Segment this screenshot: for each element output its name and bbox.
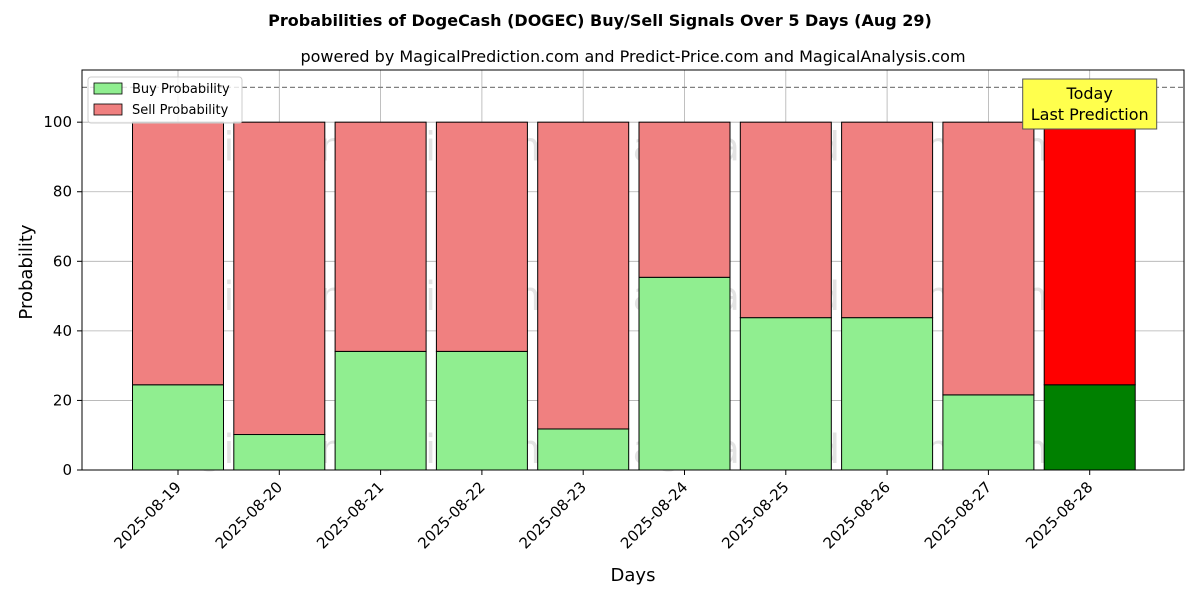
bar-sell (334, 121, 427, 352)
y-tick-label: 20 (53, 391, 72, 409)
bar-sell (233, 121, 326, 436)
x-tick-label: 2025-08-25 (718, 478, 792, 552)
x-tick-label: 2025-08-21 (313, 478, 387, 552)
legend-label-buy: Buy Probability (132, 82, 230, 97)
legend-swatch-buy (93, 82, 123, 95)
bar-sell (841, 121, 934, 319)
chart-subtitle: powered by MagicalPrediction.com and Pre… (300, 47, 965, 66)
legend: Buy Probability Sell Probability (87, 76, 243, 124)
x-tick-label: 2025-08-20 (212, 478, 286, 552)
bar-sell (638, 121, 731, 278)
y-tick-label: 0 (62, 461, 72, 479)
x-tick-label: 2025-08-24 (617, 478, 691, 552)
bar-sell (739, 121, 832, 319)
legend-swatch-sell (93, 103, 123, 116)
x-tick-label: 2025-08-28 (1022, 478, 1096, 552)
plot-frame (81, 69, 1185, 471)
bar-buy (942, 394, 1035, 471)
annotation-line-today: Today (1066, 84, 1113, 103)
bar-sell (1043, 121, 1136, 386)
bar-sell (942, 121, 1035, 396)
bar-buy (132, 384, 224, 471)
x-tick-label: 2025-08-22 (414, 478, 488, 552)
bar-buy (233, 434, 326, 471)
bar-sell (132, 121, 224, 386)
y-tick-label: 80 (53, 183, 72, 201)
bar-sell (435, 121, 528, 352)
bar-buy (841, 317, 934, 471)
x-axis-label: Days (611, 565, 656, 586)
today-annotation: Today Last Prediction (1022, 78, 1158, 130)
legend-frame (87, 76, 243, 124)
bars (132, 121, 1136, 471)
bar-buy (739, 317, 832, 471)
bar-buy (537, 428, 630, 471)
y-tick-label: 100 (43, 113, 72, 131)
legend-label-sell: Sell Probability (132, 103, 229, 118)
y-axis-label: Probability (16, 224, 37, 319)
bar-buy (435, 350, 528, 471)
annotation-box (1022, 78, 1158, 130)
bar-buy (638, 276, 731, 471)
bar-sell (537, 121, 630, 430)
x-tick-label: 2025-08-19 (110, 478, 184, 552)
bar-buy (1043, 384, 1136, 471)
x-tick-label: 2025-08-27 (921, 478, 995, 552)
chart-title: Probabilities of DogeCash (DOGEC) Buy/Se… (268, 11, 932, 30)
x-tick-label: 2025-08-26 (820, 478, 894, 552)
bar-buy (334, 350, 427, 471)
x-tick-label: 2025-08-23 (516, 478, 590, 552)
y-tick-label: 60 (53, 252, 72, 270)
annotation-line-last-prediction: Last Prediction (1031, 105, 1149, 124)
y-tick-label: 40 (53, 322, 72, 340)
